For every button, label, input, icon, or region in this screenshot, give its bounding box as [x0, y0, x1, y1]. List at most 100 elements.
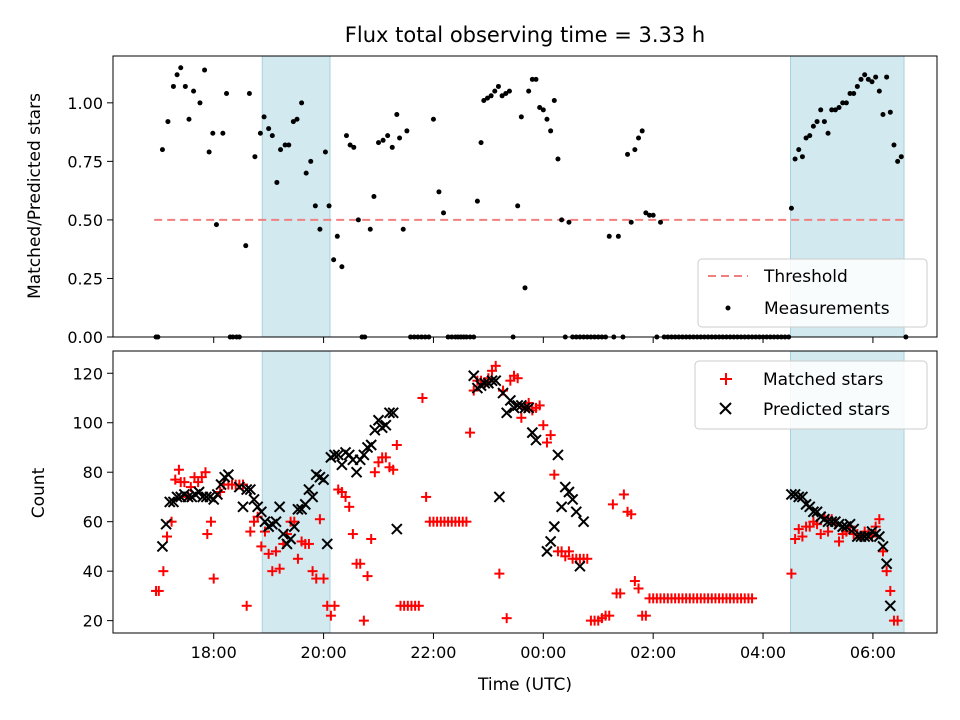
measurement-point: [282, 142, 288, 148]
matched-star-point: [380, 452, 391, 463]
matched-star-point: [461, 516, 472, 527]
matched-star-point: [541, 437, 552, 448]
measurement-point: [873, 74, 879, 80]
y-tick-label: 0.25: [67, 269, 103, 288]
predicted-star-point: [211, 488, 224, 501]
predicted-star-point: [530, 434, 542, 446]
predicted-star-point: [544, 535, 557, 548]
measurement-point: [492, 88, 498, 94]
measurement-point: [658, 219, 664, 225]
measurement-point: [796, 147, 802, 153]
measurement-point: [322, 149, 328, 155]
measurement-point: [326, 203, 332, 209]
matched-star-point: [790, 534, 801, 544]
legend-measurement-label: Measurements: [764, 299, 890, 319]
predicted-star-point: [873, 530, 886, 543]
matched-star-point: [388, 464, 399, 475]
matched-star-point: [607, 499, 618, 510]
measurement-point: [308, 158, 314, 164]
predicted-star-point: [826, 515, 838, 528]
measurement-point: [537, 105, 543, 111]
predicted-star-point: [526, 426, 539, 439]
matched-star-point: [362, 571, 373, 582]
matched-star-point: [314, 514, 325, 525]
measurement-point: [625, 151, 631, 157]
predicted-star-point: [164, 496, 176, 508]
measurement-point: [376, 140, 382, 146]
x-tick-label: 06:00: [850, 643, 896, 662]
measurement-point: [606, 233, 612, 239]
matched-star-point: [604, 610, 615, 621]
y-tick-label: 1.00: [67, 94, 103, 113]
measurement-point: [533, 76, 539, 82]
predicted-star-point: [332, 449, 344, 461]
matched-star-point: [179, 477, 190, 488]
matched-star-point: [263, 548, 274, 559]
measurement-point: [290, 119, 296, 125]
predicted-star-point: [358, 449, 370, 461]
measurement-point: [869, 79, 875, 85]
measurement-point: [397, 135, 403, 141]
measurement-point: [206, 149, 212, 155]
predicted-star-point: [182, 491, 194, 503]
measurement-point: [792, 156, 798, 162]
top-x-ticks: [213, 337, 874, 343]
matched-star-point: [874, 514, 885, 525]
matched-star-point: [490, 360, 501, 371]
measurement-point: [261, 114, 267, 120]
matched-star-point: [303, 538, 314, 549]
measurement-point: [799, 154, 805, 160]
predicted-star-point: [350, 466, 363, 478]
matched-star-point: [545, 430, 556, 441]
measurement-point: [274, 179, 280, 185]
measurement-point: [269, 133, 275, 139]
predicted-star-point: [383, 407, 396, 419]
matched-star-point: [465, 427, 476, 438]
measurement-point: [165, 119, 171, 125]
predicted-star-point: [880, 558, 893, 570]
matched-star-point: [162, 531, 173, 542]
measurement-point: [286, 142, 292, 148]
predicted-star-point: [541, 545, 553, 558]
predicted-star-point: [321, 538, 333, 550]
matched-star-point: [786, 568, 797, 579]
matched-star-point: [877, 546, 888, 557]
matched-star-point: [355, 558, 366, 569]
measurement-point: [174, 72, 180, 78]
matched-star-point: [582, 553, 593, 564]
measurement-point: [643, 210, 649, 216]
matched-star-point: [549, 469, 560, 480]
measurement-point: [404, 128, 410, 134]
measurement-point: [650, 212, 656, 218]
measurement-point: [832, 107, 838, 113]
matched-star-point: [563, 546, 574, 557]
measurement-point: [213, 222, 219, 228]
predicted-star-point: [171, 491, 183, 503]
measurement-point: [639, 128, 645, 134]
predicted-star-point: [160, 518, 172, 530]
predicted-star-point: [522, 402, 535, 414]
measurement-point: [495, 83, 501, 89]
measurement-point: [317, 226, 323, 232]
matched-star-point: [274, 563, 285, 574]
matched-star-point: [615, 588, 626, 599]
measurement-point: [202, 67, 208, 73]
predicted-star-point: [240, 483, 253, 496]
predicted-star-point: [233, 481, 246, 493]
measurement-point: [559, 217, 565, 223]
bottom-y-axis-label: Count: [29, 467, 49, 518]
predicted-star-point: [785, 488, 798, 501]
top-legend-box: [697, 258, 928, 328]
matched-star-point: [494, 568, 505, 579]
measurement-point: [220, 130, 226, 136]
measurement-point: [548, 128, 554, 134]
predicted-star-point: [570, 506, 582, 518]
matched-star-point: [421, 491, 432, 502]
predicted-star-point: [292, 503, 304, 516]
y-tick-label: 60: [83, 513, 103, 532]
predicted-star-point: [215, 478, 227, 491]
x-tick-label: 00:00: [520, 643, 566, 662]
predicted-star-point: [156, 540, 169, 553]
matched-star-point: [153, 585, 164, 596]
measurement-point: [887, 109, 893, 115]
